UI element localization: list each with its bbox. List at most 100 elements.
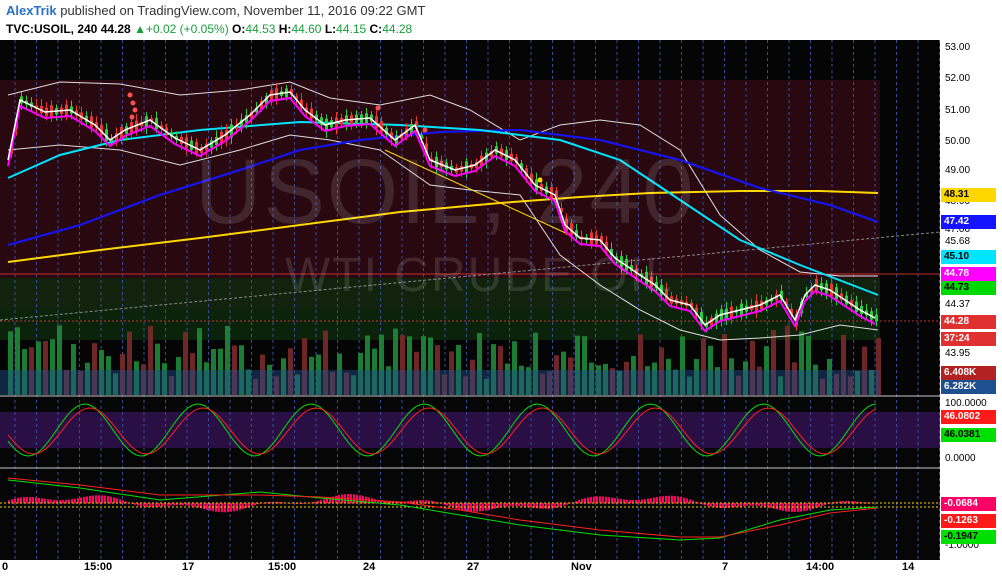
volume-bar (750, 340, 755, 395)
volume-bar (358, 353, 363, 395)
time-axis[interactable]: 0 15:00 17 15:00 24 27 Nov 7 14:00 14 (0, 560, 1002, 579)
symbol-label[interactable]: TVC:USOIL, 240 (6, 22, 98, 36)
macd-bar (326, 498, 328, 504)
volume-bar (379, 334, 384, 395)
volume-bar (386, 366, 391, 395)
macd-bar (686, 498, 688, 504)
volume-bar (330, 371, 335, 395)
macd-bar (854, 501, 856, 504)
candle-body (520, 163, 523, 170)
volume-ma-area (0, 370, 880, 395)
macd-bar (830, 502, 832, 504)
volume-bar (659, 347, 664, 395)
candle-body (690, 302, 693, 308)
volume-bar (407, 336, 412, 395)
volume-bar (183, 331, 188, 395)
macd-bar (86, 496, 88, 504)
macd-bar (563, 503, 565, 506)
macd-bar (437, 502, 439, 504)
price-chart-canvas[interactable] (0, 40, 1002, 579)
volume-bar (99, 349, 104, 395)
macd-bar (737, 503, 739, 507)
macd-bar (221, 503, 223, 513)
volume-bar (400, 335, 405, 395)
macd-bar (167, 503, 169, 506)
volume-bar (78, 371, 83, 395)
volume-bar (673, 369, 678, 395)
stoch-d-line (7, 407, 877, 455)
volume-ma-tag: 6.282K (941, 380, 996, 394)
volume-bar (274, 376, 279, 395)
volume-bar (582, 336, 587, 395)
macd-bar (785, 503, 787, 512)
macd-bar (638, 499, 640, 504)
time-tick: 27 (467, 561, 480, 573)
volume-bar (15, 327, 20, 395)
volume-bar (449, 351, 454, 395)
candle-body (845, 295, 848, 305)
price-tick: 47.00 (945, 224, 971, 235)
volume-bar (561, 351, 566, 395)
macd-bar (434, 501, 436, 504)
macd-bar (380, 500, 382, 504)
volume-bar (505, 363, 510, 395)
candle-body (120, 127, 123, 140)
macd-bar (146, 503, 148, 508)
macd-bar (416, 500, 418, 504)
candle-body (480, 155, 483, 167)
macd-bar (689, 499, 691, 504)
time-tick: 14 (902, 561, 915, 573)
signal-dot (130, 100, 136, 106)
macd-bar (71, 499, 73, 504)
macd-bar (764, 503, 766, 507)
macd-bar (269, 501, 271, 504)
macd-bar (158, 503, 160, 507)
candle-body (370, 114, 373, 122)
stoch-tick: 100.0000 (945, 398, 987, 409)
macd-bar (161, 503, 163, 507)
candle-body (405, 128, 408, 137)
macd-bar (809, 503, 811, 510)
macd-bar (101, 495, 103, 504)
candle-body (165, 127, 168, 135)
macd-bar (734, 503, 736, 508)
macd-bar (29, 497, 31, 504)
volume-bar (491, 344, 496, 395)
price-axis[interactable]: 53.00 52.00 51.00 50.00 49.00 48.00 47.0… (940, 40, 1002, 560)
macd-bar (605, 496, 607, 504)
author-link[interactable]: AlexTrik (6, 3, 57, 18)
macd-bar (266, 502, 268, 504)
volume-bar (687, 376, 692, 395)
macd-pane[interactable] (0, 469, 940, 560)
macd-bar (233, 503, 235, 512)
macd-bar (107, 496, 109, 504)
volume-bar (680, 336, 685, 395)
volume-bar (617, 371, 622, 395)
candle-body (700, 312, 703, 325)
macd-bar (281, 502, 283, 504)
macd-bar (278, 501, 280, 504)
low-value: 44.15 (336, 22, 367, 36)
candle-body (255, 107, 258, 113)
macd-bar (173, 503, 175, 506)
macd-bar (566, 503, 568, 505)
volume-bar (757, 366, 762, 395)
macd-bar (242, 503, 244, 509)
macd-bar (302, 503, 304, 504)
volume-bar (22, 349, 27, 395)
volume-bar (393, 328, 398, 395)
macd-bar (782, 503, 784, 511)
candle-body (635, 268, 638, 275)
stoch-k-tag: 46.0381 (941, 428, 996, 442)
macd-bar (251, 503, 253, 507)
volume-bar (736, 375, 741, 395)
macd-bar (512, 503, 514, 507)
volume-bar (36, 341, 41, 395)
candle-body (210, 140, 213, 148)
volume-bar (806, 335, 811, 395)
volume-bar (834, 373, 839, 395)
macd-bar (767, 503, 769, 508)
macd-bar (314, 501, 316, 504)
ohlc-line: TVC:USOIL, 240 44.28 ▲+0.02 (+0.05%) O:4… (6, 22, 412, 36)
volume-bar (414, 351, 419, 395)
